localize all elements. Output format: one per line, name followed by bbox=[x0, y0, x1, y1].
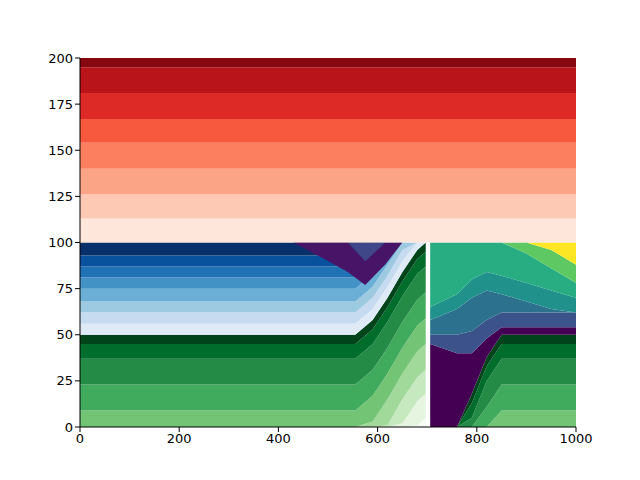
svg-text:600: 600 bbox=[365, 431, 390, 446]
svg-text:0: 0 bbox=[76, 431, 84, 446]
svg-text:100: 100 bbox=[48, 235, 73, 250]
svg-text:175: 175 bbox=[48, 97, 73, 112]
svg-text:200: 200 bbox=[48, 51, 73, 66]
svg-text:25: 25 bbox=[56, 373, 73, 388]
svg-text:75: 75 bbox=[56, 281, 73, 296]
svg-text:125: 125 bbox=[48, 189, 73, 204]
svg-text:400: 400 bbox=[266, 431, 291, 446]
svg-text:50: 50 bbox=[56, 327, 73, 342]
svg-text:0: 0 bbox=[65, 420, 73, 435]
svg-text:200: 200 bbox=[167, 431, 192, 446]
svg-text:800: 800 bbox=[464, 431, 489, 446]
svg-text:1000: 1000 bbox=[559, 431, 592, 446]
svg-text:150: 150 bbox=[48, 143, 73, 158]
